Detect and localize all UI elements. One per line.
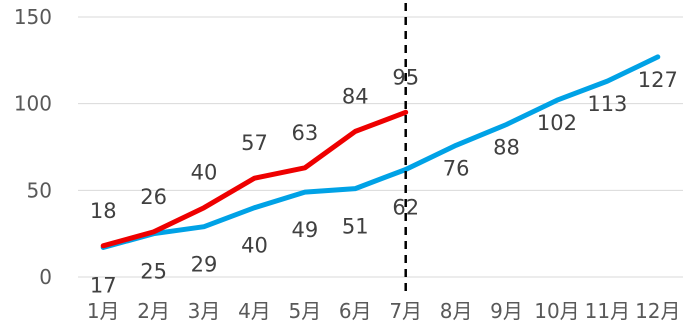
series-line-red <box>100 109 409 249</box>
data-label-blue: 113 <box>587 92 627 116</box>
data-label-blue: 127 <box>638 68 678 92</box>
data-label-blue: 88 <box>493 135 520 159</box>
x-tick-label: 9月 <box>490 299 523 323</box>
y-tick-label: 150 <box>14 5 52 29</box>
data-label-red: 63 <box>292 121 319 145</box>
y-tick-label: 50 <box>27 178 52 202</box>
x-tick-label: 7月 <box>389 299 422 323</box>
data-label-blue: 76 <box>443 156 470 180</box>
x-tick-label: 12月 <box>635 299 680 323</box>
data-label-blue: 102 <box>537 111 577 135</box>
data-label-blue: 29 <box>191 253 218 277</box>
x-tick-label: 3月 <box>188 299 221 323</box>
data-labels: 17 25 29 40 49 51 62 76 88 102 113 127 18 26 40 57 63 84 9… <box>90 65 678 297</box>
data-label-red: 40 <box>191 161 218 185</box>
data-label-red: 95 <box>392 65 419 89</box>
x-tick-label: 1月 <box>87 299 120 323</box>
x-tick-label: 6月 <box>339 299 372 323</box>
data-label-red: 57 <box>241 131 268 155</box>
data-label-blue: 49 <box>292 218 319 242</box>
x-tick-label: 11月 <box>585 299 630 323</box>
x-tick-label: 10月 <box>534 299 579 323</box>
y-tick-label: 100 <box>14 92 52 116</box>
y-tick-label: 0 <box>39 265 52 289</box>
x-tick-label: 5月 <box>289 299 322 323</box>
data-label-red: 84 <box>342 84 369 108</box>
y-axis: 0 50 100 150 <box>14 5 52 289</box>
series-line-blue <box>100 54 661 250</box>
data-label-blue: 62 <box>392 196 419 220</box>
data-label-red: 26 <box>140 185 167 209</box>
data-label-blue: 17 <box>90 274 117 298</box>
x-axis: 1月 2月 3月 4月 5月 6月 7月 8月 9月 10月 11月 12月 <box>87 299 681 323</box>
data-label-red: 18 <box>90 199 117 223</box>
x-tick-label: 2月 <box>137 299 170 323</box>
x-tick-label: 8月 <box>440 299 473 323</box>
gridlines <box>78 16 683 278</box>
data-label-blue: 51 <box>342 215 369 239</box>
x-tick-label: 4月 <box>238 299 271 323</box>
data-label-blue: 40 <box>241 234 268 258</box>
data-label-blue: 25 <box>140 260 167 284</box>
series-lines <box>100 54 661 250</box>
